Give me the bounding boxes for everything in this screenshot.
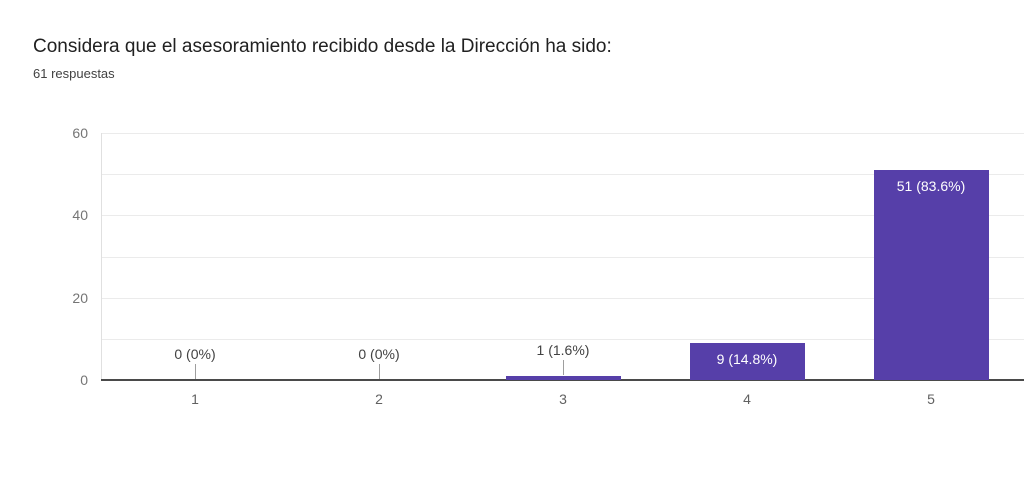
gridline <box>101 338 1024 340</box>
x-axis-line <box>101 379 1024 381</box>
bar-category-4 <box>689 343 805 380</box>
gridline <box>101 215 1024 217</box>
label-leader-line <box>563 360 564 375</box>
bar-value-label: 0 (0%) <box>358 346 400 362</box>
gridline <box>101 133 1024 134</box>
label-leader-line <box>379 364 380 379</box>
y-tick-label: 20 <box>72 289 88 306</box>
y-axis-line <box>101 133 102 380</box>
bar-category-3 <box>505 376 621 380</box>
gridline <box>101 256 1024 258</box>
y-tick-label: 0 <box>80 372 88 388</box>
label-leader-line <box>195 364 196 379</box>
bar-value-label: 51 (83.6%) <box>896 178 966 194</box>
x-tick-label: 1 <box>191 391 199 407</box>
x-tick-label: 4 <box>743 391 751 407</box>
x-tick-label: 3 <box>559 391 567 407</box>
bar-category-5 <box>873 170 989 380</box>
gridline <box>101 297 1024 299</box>
bar-value-label: 1 (1.6%) <box>536 342 590 358</box>
question-title: Considera que el asesoramiento recibido … <box>33 36 612 57</box>
y-tick-label: 60 <box>72 125 88 141</box>
x-tick-label: 2 <box>375 391 383 407</box>
response-count: 61 respuestas <box>33 66 115 81</box>
bar-value-label: 0 (0%) <box>174 346 216 362</box>
y-tick-label: 40 <box>72 207 88 224</box>
gridline <box>101 174 1024 176</box>
x-tick-label: 5 <box>927 391 935 407</box>
bar-value-label: 9 (14.8%) <box>716 351 778 367</box>
